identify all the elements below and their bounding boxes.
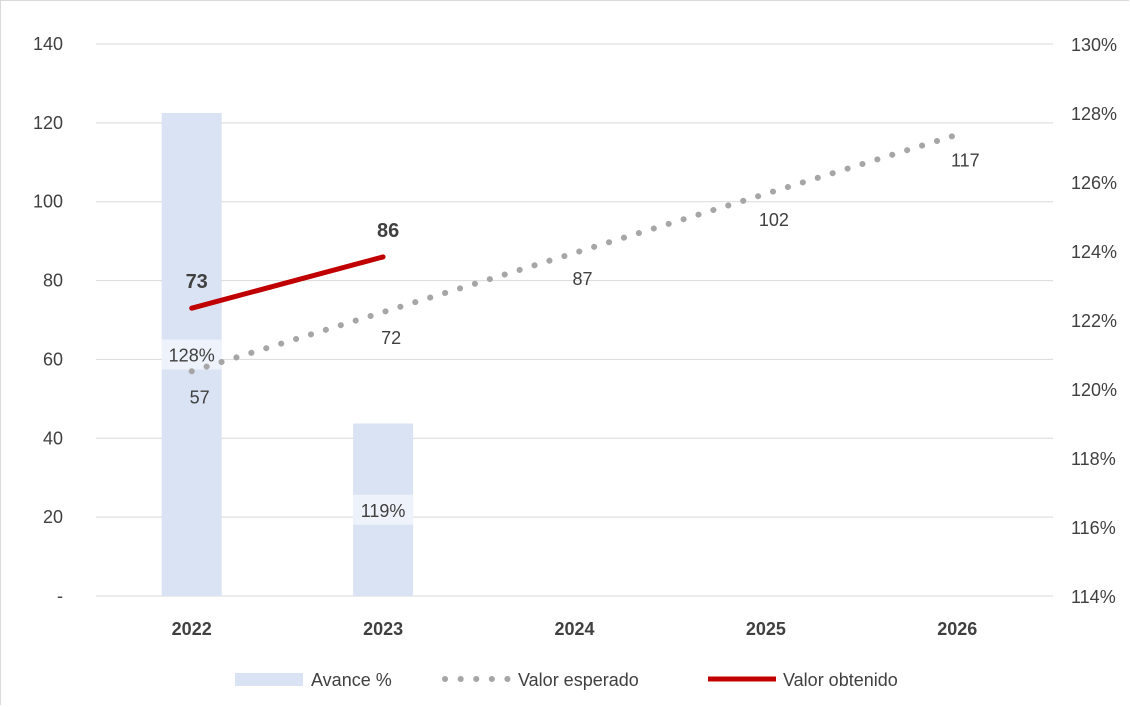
left-axis-tick-label: 60 — [43, 349, 63, 369]
x-axis-category-label: 2023 — [363, 619, 403, 639]
left-axis-tick-label: 140 — [33, 34, 63, 54]
x-axis-category-label: 2024 — [554, 619, 594, 639]
bar-data-label: 119% — [361, 501, 406, 521]
x-axis-category-label: 2025 — [746, 619, 786, 639]
legend-label: Avance % — [311, 670, 392, 690]
right-axis-tick-label: 120% — [1071, 380, 1117, 400]
legend-label: Valor esperado — [518, 670, 639, 690]
legend-swatch-avance — [235, 673, 303, 686]
line-data-label: 117 — [951, 151, 980, 171]
right-axis-tick-label: 114% — [1071, 587, 1116, 607]
series-line-valor-obtenido — [189, 254, 386, 311]
right-axis-tick-label: 130% — [1071, 35, 1117, 55]
x-axis-category-label: 2022 — [172, 619, 212, 639]
line-data-label: 57 — [190, 387, 210, 407]
bar-data-label: 128% — [169, 346, 215, 366]
left-axis-tick-label: - — [57, 586, 63, 606]
line-data-label: 86 — [377, 220, 399, 242]
left-axis-tick-label: 120 — [33, 113, 63, 133]
left-axis-tick-label: 40 — [43, 428, 63, 448]
right-axis-tick-label: 124% — [1071, 242, 1117, 262]
right-axis-tick-label: 128% — [1071, 104, 1117, 124]
bar-label-background — [161, 339, 222, 370]
left-axis-tick-label: 100 — [33, 192, 63, 212]
line-data-label: 72 — [381, 328, 401, 348]
bar-label-background — [353, 494, 414, 525]
right-axis-tick-label: 118% — [1071, 449, 1116, 469]
left-axis-tick-label: 20 — [43, 507, 63, 527]
right-axis-tick-label: 116% — [1071, 518, 1116, 538]
line-data-label: 73 — [186, 271, 208, 293]
line-data-label: 87 — [572, 269, 592, 289]
right-axis-tick-label: 122% — [1071, 311, 1117, 331]
line-data-label: 102 — [759, 210, 789, 230]
x-axis-category-label: 2026 — [937, 619, 977, 639]
legend-label: Valor obtenido — [783, 670, 898, 690]
series-line-valor-esperado — [188, 131, 961, 375]
right-axis-tick-label: 126% — [1071, 173, 1117, 193]
left-axis-tick-label: 80 — [43, 271, 63, 291]
